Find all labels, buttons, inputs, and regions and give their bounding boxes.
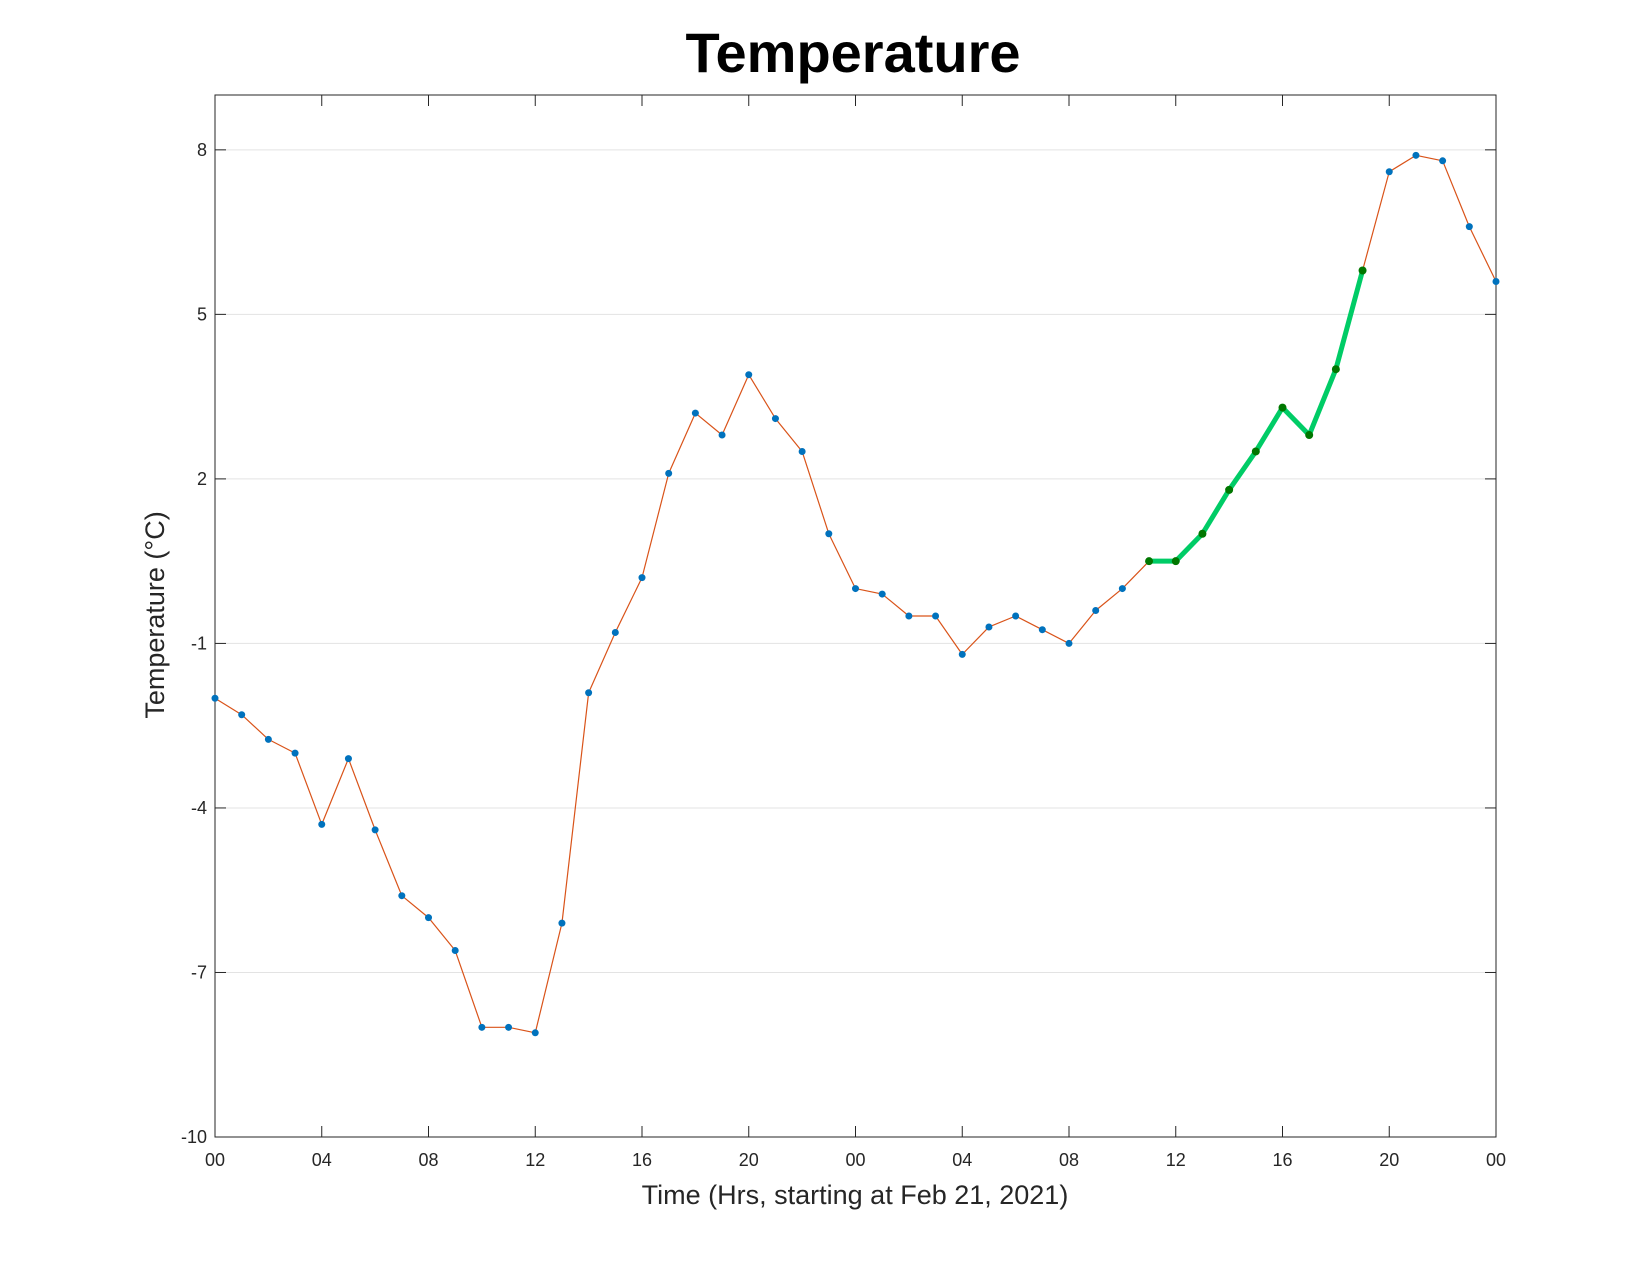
x-tick-label: 08 — [1059, 1150, 1079, 1170]
data-point — [1145, 557, 1154, 566]
data-point — [852, 585, 859, 593]
x-tick-label: 04 — [952, 1150, 972, 1170]
data-point — [798, 447, 806, 455]
data-point — [398, 892, 406, 900]
x-tick-label: 08 — [418, 1150, 438, 1170]
plot-area-frame — [214, 94, 1497, 1138]
x-tick-label: 12 — [525, 1150, 545, 1170]
data-point — [1198, 529, 1207, 538]
y-tick-label: -4 — [191, 798, 207, 818]
x-tick-label: 16 — [632, 1150, 652, 1170]
y-tick-label: 2 — [197, 469, 207, 489]
data-point — [638, 574, 646, 582]
y-axis-label: Temperature (°C) — [140, 511, 170, 718]
data-point — [1012, 612, 1020, 620]
data-point — [1171, 557, 1180, 566]
data-point — [718, 431, 726, 439]
y-tick-label: -1 — [191, 633, 207, 653]
y-tick-label: 8 — [197, 140, 207, 160]
data-point — [1492, 277, 1500, 285]
x-tick-label: 00 — [845, 1150, 865, 1170]
axis-ticks: -10 -7 -4 -1 2 5 8 00 04 08 12 16 20 00 04 08 12 16 20 00 — [181, 95, 1506, 1170]
data-point — [505, 1023, 513, 1031]
data-point — [371, 826, 379, 834]
data-point — [905, 612, 913, 620]
data-point — [318, 820, 326, 828]
gridlines — [215, 149, 1496, 973]
data-point — [264, 735, 272, 743]
data-point — [1385, 168, 1393, 176]
data-point — [1251, 447, 1260, 456]
data-point — [211, 694, 219, 702]
data-point — [825, 530, 833, 538]
data-point — [745, 371, 753, 379]
data-point — [585, 689, 593, 697]
data-series — [211, 151, 1500, 1037]
data-point — [1331, 365, 1340, 374]
x-tick-label: 20 — [1379, 1150, 1399, 1170]
data-point — [1038, 626, 1046, 634]
x-tick-label: 16 — [1272, 1150, 1292, 1170]
data-point — [1305, 431, 1314, 440]
data-point — [1412, 151, 1420, 159]
data-point — [1278, 403, 1287, 412]
data-point — [291, 749, 299, 757]
data-point — [1358, 266, 1367, 275]
data-point — [958, 650, 966, 658]
data-point — [1092, 607, 1100, 615]
data-point — [665, 469, 673, 477]
data-point — [1118, 585, 1126, 593]
data-point — [478, 1023, 486, 1031]
series-line-0 — [214, 154, 1497, 1034]
x-tick-label: 00 — [1486, 1150, 1506, 1170]
data-point — [238, 711, 246, 719]
data-point — [1065, 639, 1073, 647]
data-point — [691, 409, 699, 417]
data-point — [878, 590, 886, 598]
data-point — [425, 914, 432, 922]
data-point — [771, 415, 779, 423]
y-tick-label: -7 — [191, 962, 207, 982]
data-point — [932, 612, 940, 620]
y-tick-label: 5 — [197, 304, 207, 324]
data-point — [1465, 223, 1473, 231]
data-point — [531, 1029, 539, 1037]
x-axis-label: Time (Hrs, starting at Feb 21, 2021) — [642, 1180, 1069, 1210]
chart-title: Temperature — [685, 21, 1020, 84]
y-tick-label: -10 — [181, 1127, 207, 1147]
data-point — [344, 755, 352, 763]
x-tick-label: 12 — [1166, 1150, 1186, 1170]
data-point — [985, 623, 993, 631]
data-point — [1439, 157, 1447, 165]
data-point — [451, 947, 459, 955]
data-point — [611, 628, 619, 636]
data-point — [558, 919, 566, 927]
x-tick-label: 04 — [312, 1150, 332, 1170]
x-tick-label: 20 — [739, 1150, 759, 1170]
x-tick-label: 00 — [205, 1150, 225, 1170]
data-point — [1225, 485, 1234, 494]
